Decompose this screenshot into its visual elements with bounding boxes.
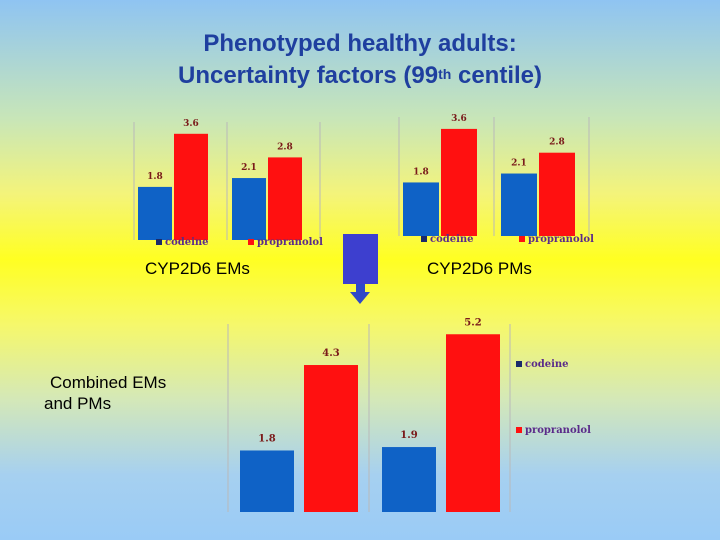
data-label-pm-propranolol-0: 3.6 — [451, 114, 467, 124]
legend-swatch-em-propranolol — [248, 239, 254, 245]
title-line-1: Phenotyped healthy adults: — [203, 30, 517, 57]
slide-title: Phenotyped healthy adults: Uncertainty f… — [0, 28, 720, 92]
legend-swatch-pm-codeine — [421, 236, 427, 242]
data-label-em-codeine-0: 1.8 — [147, 172, 163, 182]
caption-combined: Combined EMs and PMs — [44, 372, 166, 414]
bar-em-codeine-0 — [138, 186, 172, 240]
data-label-combined-codeine-1: 1.9 — [400, 430, 417, 441]
bar-combined-codeine-1 — [382, 447, 436, 512]
data-label-em-propranolol-1: 2.8 — [277, 142, 293, 152]
legend-label-combined-codeine: codeine — [525, 359, 569, 370]
caption-pm: CYP2D6 PMs — [427, 259, 532, 278]
data-label-combined-propranolol-1: 5.2 — [464, 317, 481, 328]
bar-combined-propranolol-0 — [304, 365, 358, 512]
chart-em: 1.8 3.6 2.1 2.8 codeine propranolol — [133, 119, 323, 248]
legend-swatch-pm-propranolol — [519, 236, 525, 242]
caption-em: CYP2D6 EMs — [145, 259, 250, 278]
down-arrow-stem — [356, 284, 365, 292]
bar-pm-codeine-1 — [501, 173, 537, 236]
title-line-2: Uncertainty factors (99th centile) — [0, 60, 720, 92]
bar-em-propranolol-1 — [268, 157, 302, 240]
legend-swatch-combined-propranolol — [516, 427, 522, 433]
caption-combined-line-1: Combined EMs — [50, 373, 167, 392]
data-label-combined-codeine-0: 1.8 — [258, 433, 275, 444]
title-line-2-prefix: Uncertainty factors (99 — [177, 62, 439, 89]
caption-combined-line-2: and PMs — [44, 394, 112, 413]
legend-label-pm-codeine: codeine — [430, 234, 474, 245]
bar-combined-propranolol-1 — [446, 334, 500, 512]
data-label-pm-codeine-0: 1.8 — [413, 167, 429, 177]
data-label-combined-propranolol-0: 4.3 — [322, 348, 339, 359]
data-label-em-propranolol-0: 3.6 — [183, 119, 199, 129]
bar-pm-propranolol-1 — [539, 152, 575, 236]
down-arrow-icon — [350, 292, 370, 304]
bar-pm-codeine-0 — [403, 182, 439, 236]
data-label-pm-propranolol-1: 2.8 — [549, 138, 565, 148]
title-line-2-suffix: centile) — [451, 62, 542, 89]
down-arrow-box — [343, 234, 378, 284]
bar-em-codeine-1 — [232, 178, 266, 240]
legend-label-pm-propranolol: propranolol — [528, 234, 594, 245]
legend-swatch-em-codeine — [156, 239, 162, 245]
legend-label-em-codeine: codeine — [165, 237, 209, 248]
legend-label-combined-propranolol: propranolol — [525, 425, 591, 436]
title-superscript: th — [438, 66, 452, 82]
data-label-pm-codeine-1: 2.1 — [511, 159, 527, 169]
chart-pm: 1.8 3.6 2.1 2.8 codeine propranolol — [398, 114, 594, 245]
legend-swatch-combined-codeine — [516, 361, 522, 367]
bar-combined-codeine-0 — [240, 450, 294, 512]
chart-combined: 1.8 4.3 1.9 5.2 codeine propranolol — [227, 317, 591, 512]
bar-em-propranolol-0 — [174, 133, 208, 240]
bar-pm-propranolol-0 — [441, 128, 477, 236]
data-label-em-codeine-1: 2.1 — [241, 163, 257, 173]
legend-label-em-propranolol: propranolol — [257, 237, 323, 248]
